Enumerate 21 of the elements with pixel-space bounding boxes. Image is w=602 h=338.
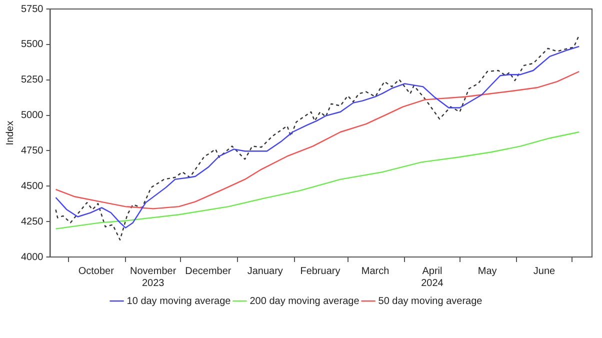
x-tick-label: November 2023 xyxy=(130,266,177,289)
y-tick-label: 5750 xyxy=(20,4,44,15)
x-tick-label: January xyxy=(247,266,283,277)
y-tick-label: 4250 xyxy=(20,216,44,228)
x-tick-label: March xyxy=(361,266,390,277)
legend-label: 10 day moving average xyxy=(126,296,232,307)
y-tick-label: 4750 xyxy=(20,145,44,156)
y-tick-label: 5250 xyxy=(20,74,44,86)
legend-label: 200 day moving average xyxy=(250,296,360,307)
x-tick-label: April 2024 xyxy=(421,266,444,289)
x-tick-label: May xyxy=(478,266,497,277)
x-tick-label: October xyxy=(78,266,115,277)
y-tick-label: 4500 xyxy=(20,180,44,192)
y-tick-label: 5500 xyxy=(20,39,44,50)
legend-label: 50 day moving average xyxy=(378,296,483,307)
x-tick-label: June xyxy=(533,266,556,277)
y-tick-label: 5000 xyxy=(20,110,44,122)
x-tick-label: December xyxy=(185,266,232,277)
x-tick-label: February xyxy=(300,266,340,277)
y-axis-title: Index xyxy=(4,120,16,146)
y-tick-label: 4000 xyxy=(20,252,44,263)
